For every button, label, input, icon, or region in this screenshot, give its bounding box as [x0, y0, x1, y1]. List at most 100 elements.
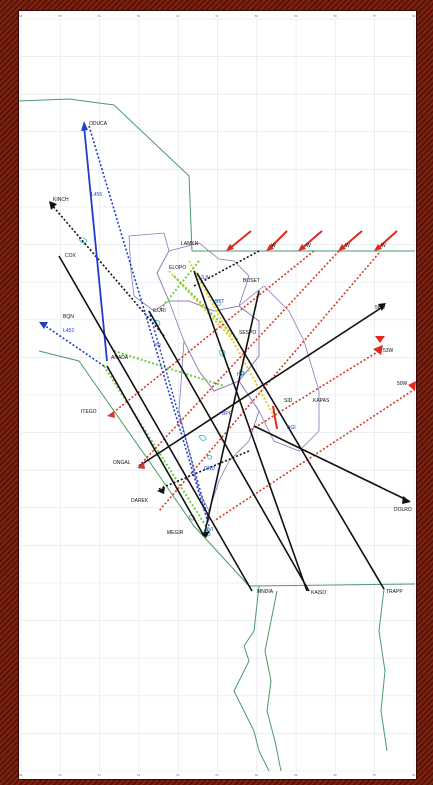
- coast-line-east: [264, 590, 282, 772]
- green-route: [158, 260, 200, 312]
- arrowhead: [157, 487, 165, 494]
- tick-label: 65: [58, 14, 62, 18]
- arrowhead: [107, 411, 115, 418]
- waypoint-w-3[interactable]: W: [345, 243, 350, 249]
- waypoint-50w[interactable]: 50W: [397, 381, 408, 387]
- red-route: [138, 250, 340, 467]
- waypoint-kaiso[interactable]: KAISO: [311, 590, 326, 596]
- waypoint-itego[interactable]: ITEGO: [81, 409, 97, 415]
- waypoint-w-2[interactable]: W: [306, 243, 311, 249]
- oduca-dotted: [88, 125, 210, 527]
- tick-label: 61: [216, 773, 220, 777]
- waypoint-kapas[interactable]: KAPAS: [313, 398, 330, 404]
- tick-label: 57: [373, 14, 377, 18]
- bqn-route: [40, 322, 105, 367]
- waypoint-sju[interactable]: SJU: [201, 275, 211, 281]
- kaiso-sju: [193, 270, 308, 592]
- waypoint-dolro[interactable]: DOLRO: [394, 507, 412, 513]
- sector-east: [238, 285, 320, 452]
- route-map[interactable]: ODUCA KINCH COX BQN ANADA ITEGO ONGAL DA…: [19, 11, 416, 779]
- waypoint-stt[interactable]: STT: [215, 299, 224, 305]
- arrowhead: [378, 303, 386, 311]
- waypoint-hp[interactable]: HP: [237, 372, 245, 378]
- arrowhead: [408, 381, 416, 391]
- megir-boset: [203, 290, 260, 537]
- arrowhead: [49, 201, 57, 210]
- waypoint-darek[interactable]: DAREK: [131, 498, 149, 504]
- waypoint-pr[interactable]: PR: [154, 343, 161, 349]
- tick-label: 56: [412, 14, 416, 18]
- waypoint-kinch[interactable]: KINCH: [53, 197, 69, 203]
- coast-line-far-east: [378, 588, 388, 752]
- lake: [198, 435, 207, 441]
- waypoint-bqn[interactable]: BQN: [63, 314, 74, 320]
- waypoint-sespo[interactable]: SESPO: [239, 330, 256, 336]
- south-west-boundary: [38, 350, 416, 587]
- green-route: [103, 365, 210, 532]
- waypoint-megir[interactable]: MEGIR: [167, 530, 184, 536]
- tick-label: 61: [216, 14, 220, 18]
- blue-inner: [148, 310, 210, 522]
- lake: [78, 237, 88, 244]
- tick-label: 58: [333, 14, 337, 18]
- waypoint-cox[interactable]: COX: [65, 253, 77, 259]
- anada-megir: [106, 365, 205, 537]
- west-boundary: [19, 98, 415, 252]
- waypoint-sid[interactable]: SID: [284, 398, 293, 404]
- waypoint-ongal[interactable]: ONGAL: [113, 460, 131, 466]
- lake: [206, 454, 213, 460]
- waypoint-w-1[interactable]: W: [271, 243, 276, 249]
- arrowhead: [373, 345, 383, 355]
- red-arrow: [376, 230, 398, 250]
- red-route-bgi: [272, 405, 278, 430]
- tick-label: 57: [373, 773, 377, 777]
- top-tick-labels: 68 65 64 63 62 61 60 59 58 57 56: [19, 14, 416, 18]
- tick-label: 60: [255, 14, 259, 18]
- waypoint-trapp[interactable]: TRAPP: [386, 589, 403, 595]
- tick-label: 56: [412, 773, 416, 777]
- waypoint-mndia[interactable]: MNDIA: [257, 589, 274, 595]
- red-arrow: [300, 230, 323, 250]
- l455-route: [83, 125, 108, 362]
- sju-dolro: [253, 425, 410, 502]
- sector-outlines: [128, 232, 320, 513]
- tick-label: 62: [176, 14, 180, 18]
- airway-l452[interactable]: L452: [63, 328, 74, 334]
- arrowhead: [338, 244, 346, 251]
- waypoint-w-4[interactable]: W: [381, 243, 386, 249]
- dotted-corridors: [103, 260, 275, 532]
- arrowhead: [298, 244, 306, 251]
- waypoint-gnd[interactable]: GND: [204, 466, 216, 472]
- waypoint-boset[interactable]: BOSET: [243, 278, 260, 284]
- waypoint-elopo[interactable]: ELOPO: [169, 265, 186, 271]
- red-arrow: [340, 230, 363, 250]
- arrowhead: [201, 531, 210, 538]
- cox-mndia: [58, 255, 253, 592]
- waypoint-56w[interactable]: 56W: [375, 305, 386, 311]
- lat-lon-grid: [20, 18, 415, 772]
- waypoint-bpr[interactable]: BPR: [222, 411, 233, 417]
- green-route: [113, 350, 225, 387]
- red-arrow: [268, 230, 288, 250]
- waypoint-lamkn[interactable]: LAMKN: [181, 241, 199, 247]
- waypoint-bgi[interactable]: BGI: [287, 425, 296, 431]
- waypoint-53w[interactable]: 53W: [383, 348, 394, 354]
- red-route: [248, 350, 380, 432]
- airway-l455[interactable]: L455: [91, 192, 102, 198]
- waypoint-oduca[interactable]: ODUCA: [89, 121, 108, 127]
- yellow-route: [188, 260, 275, 417]
- waypoint-iluri[interactable]: ILURI: [153, 308, 166, 314]
- red-arrows: [228, 230, 398, 430]
- fir-boundary: [19, 98, 416, 772]
- ongal-56w: [138, 305, 385, 467]
- waypoint-anada[interactable]: ANADA: [111, 355, 129, 361]
- waypoint-svi[interactable]: SVI: [205, 527, 213, 533]
- arrowhead: [375, 336, 385, 343]
- sector-center: [168, 300, 260, 392]
- map-frame: ODUCA KINCH COX BQN ANADA ITEGO ONGAL DA…: [18, 10, 417, 780]
- tick-label: 65: [58, 773, 62, 777]
- tick-label: 60: [255, 773, 259, 777]
- waypoint-labels: ODUCA KINCH COX BQN ANADA ITEGO ONGAL DA…: [53, 121, 412, 596]
- coast-line: [233, 585, 270, 772]
- tick-label: 68: [19, 773, 23, 777]
